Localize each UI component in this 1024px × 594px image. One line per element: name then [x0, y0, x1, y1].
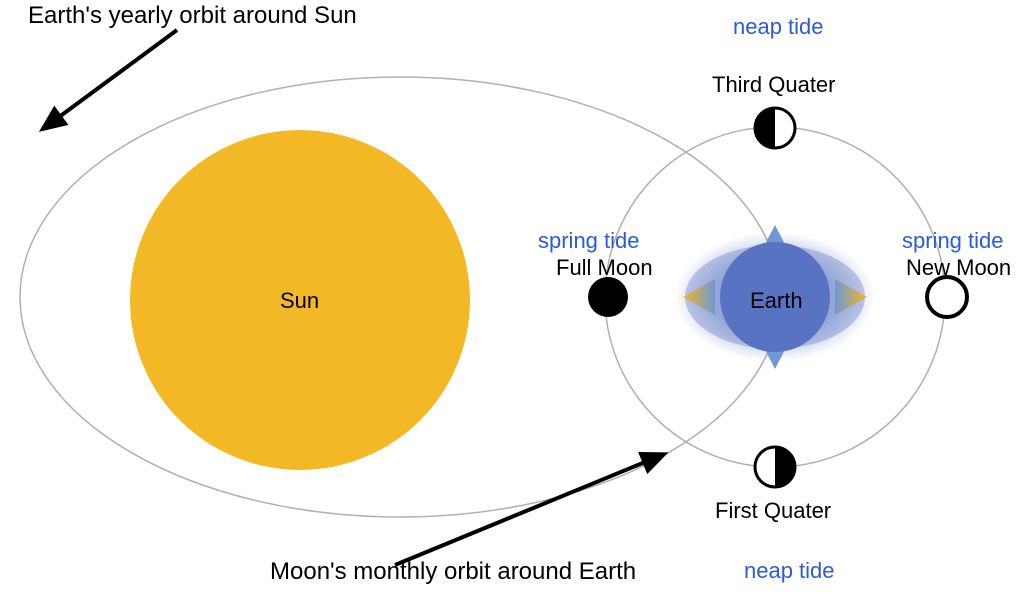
- neap-tide-bottom-label: neap tide: [744, 558, 835, 584]
- sun-label: Sun: [280, 288, 319, 314]
- diagram-svg: [0, 0, 1024, 594]
- spring-tide-right-label: spring tide: [902, 228, 1004, 254]
- third-quarter-icon: [755, 108, 795, 148]
- neap-tide-top-label: neap tide: [733, 14, 824, 40]
- full-moon-label: Full Moon: [556, 255, 653, 281]
- arrow-earth-orbit: [55, 30, 177, 120]
- earth-label: Earth: [750, 288, 803, 314]
- third-quarter-label: Third Quater: [712, 72, 836, 98]
- new-moon-label: New Moon: [906, 255, 1011, 281]
- first-quarter-icon: [755, 447, 795, 487]
- title-earth-orbit: Earth's yearly orbit around Sun: [28, 2, 357, 30]
- title-moon-orbit: Moon's monthly orbit around Earth: [270, 558, 636, 586]
- new-moon-icon: [927, 277, 967, 317]
- arrow-moon-orbit: [395, 460, 650, 565]
- full-moon-icon: [588, 277, 628, 317]
- spring-tide-left-label: spring tide: [538, 228, 640, 254]
- first-quarter-label: First Quater: [715, 498, 831, 524]
